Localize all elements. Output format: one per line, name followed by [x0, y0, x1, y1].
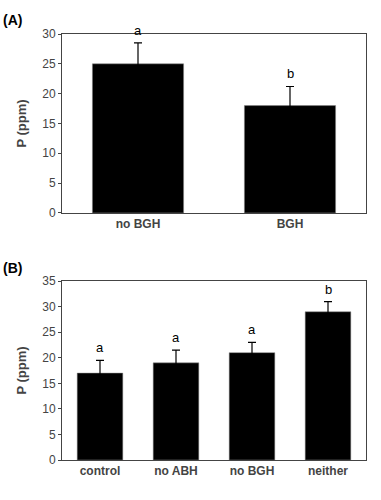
svg-text:b: b [325, 282, 332, 297]
svg-text:P (ppm): P (ppm) [14, 99, 29, 147]
svg-text:20: 20 [42, 351, 56, 365]
svg-text:35: 35 [42, 274, 56, 288]
svg-text:control: control [80, 464, 121, 478]
svg-text:25: 25 [42, 57, 56, 71]
svg-text:(A): (A) [3, 12, 22, 28]
svg-text:a: a [248, 322, 256, 337]
svg-text:a: a [172, 330, 180, 345]
svg-text:(B): (B) [3, 260, 22, 276]
svg-text:b: b [287, 66, 294, 81]
svg-text:5: 5 [49, 428, 56, 442]
svg-text:neither: neither [308, 464, 348, 478]
svg-text:a: a [96, 340, 104, 355]
svg-text:20: 20 [42, 87, 56, 101]
svg-text:10: 10 [42, 146, 56, 160]
svg-text:no ABH: no ABH [154, 464, 198, 478]
svg-text:10: 10 [42, 402, 56, 416]
svg-text:P (ppm): P (ppm) [14, 346, 29, 394]
svg-text:15: 15 [42, 117, 56, 131]
svg-text:0: 0 [49, 453, 56, 467]
svg-text:30: 30 [42, 27, 56, 41]
svg-text:BGH: BGH [277, 217, 304, 231]
svg-text:0: 0 [49, 206, 56, 220]
svg-text:30: 30 [42, 300, 56, 314]
svg-text:25: 25 [42, 325, 56, 339]
svg-text:no BGH: no BGH [230, 464, 275, 478]
svg-text:no BGH: no BGH [116, 217, 161, 231]
svg-text:15: 15 [42, 377, 56, 391]
svg-text:a: a [134, 23, 142, 38]
svg-text:5: 5 [49, 176, 56, 190]
